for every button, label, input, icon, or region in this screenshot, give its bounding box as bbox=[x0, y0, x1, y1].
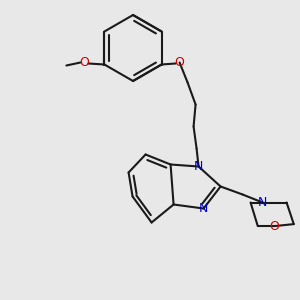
Text: O: O bbox=[175, 56, 184, 69]
Text: O: O bbox=[270, 220, 280, 232]
Text: N: N bbox=[258, 196, 267, 209]
Text: O: O bbox=[80, 56, 89, 69]
Text: N: N bbox=[194, 160, 203, 173]
Text: N: N bbox=[199, 202, 208, 215]
